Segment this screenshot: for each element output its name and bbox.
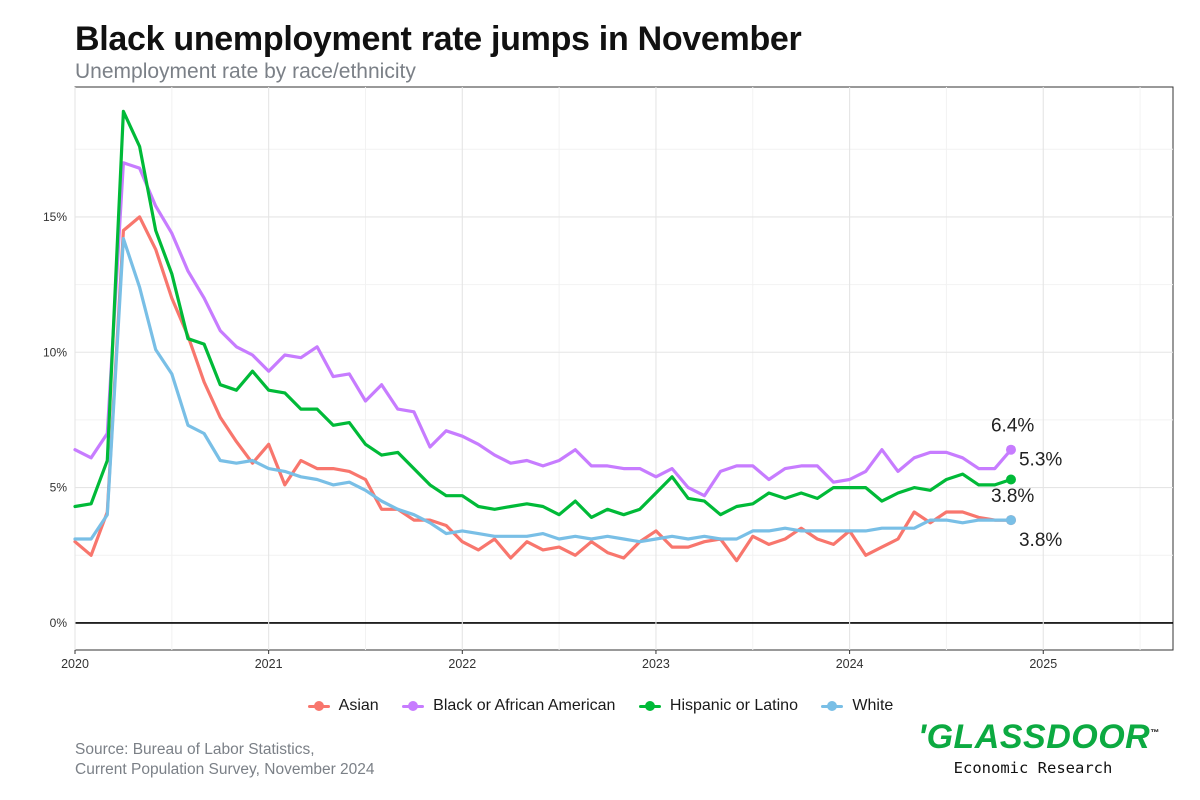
end-point-black <box>1005 444 1016 455</box>
end-label-white: 3.8% <box>1019 530 1062 551</box>
legend-item-asian: Asian <box>307 697 379 715</box>
legend-item-white: White <box>820 697 893 715</box>
legend-label-white: White <box>852 697 894 714</box>
brand-name: 'GLASSDOOR <box>918 718 1151 756</box>
x-tick-label: 2024 <box>836 657 864 671</box>
y-tick-label: 15% <box>43 210 67 224</box>
line-chart: 0% 5% 10% 15% 2020 2021 2022 2023 2024 2025 6.4% 5… <box>43 86 1174 671</box>
plot-border <box>74 86 1174 651</box>
legend-item-hispanic: Hispanic or Latino <box>638 697 798 715</box>
legend-key-white <box>820 699 844 713</box>
chart-subtitle: Unemployment rate by race/ethnicity <box>75 60 416 83</box>
end-label-black: 6.4% <box>991 416 1034 437</box>
legend-key-black <box>401 699 425 713</box>
brand-trademark: ™ <box>1150 727 1160 738</box>
source-note: Source: Bureau of Labor Statistics, Curr… <box>75 740 375 780</box>
end-labels: 6.4% 5.3% 3.8% 3.8% <box>991 416 1062 551</box>
x-tick-label: 2023 <box>642 657 670 671</box>
x-tick-label: 2020 <box>61 657 89 671</box>
x-tick-label: 2021 <box>255 657 283 671</box>
end-point-white <box>1005 515 1016 526</box>
legend: Asian Black or African American Hispanic… <box>0 697 1200 718</box>
legend-key-asian <box>307 699 331 713</box>
chart-title: Black unemployment rate jumps in Novembe… <box>75 20 802 58</box>
legend-label-hispanic: Hispanic or Latino <box>669 697 798 714</box>
end-point-hispanic <box>1005 474 1016 485</box>
end-label-asian: 3.8% <box>991 486 1034 507</box>
end-label-hispanic: 5.3% <box>1019 450 1062 471</box>
legend-item-black: Black or African American <box>401 697 615 715</box>
series-line-hispanic <box>73 109 1013 520</box>
x-tick-label: 2025 <box>1029 657 1057 671</box>
brand-wordmark: 'GLASSDOOR™ <box>918 718 1159 757</box>
source-line-2: Current Population Survey, November 2024 <box>75 761 375 778</box>
series-lines <box>73 109 1016 563</box>
legend-label-asian: Asian <box>338 697 379 714</box>
series-line-asian <box>73 215 1013 563</box>
axis-tick-labels: 0% 5% 10% 15% 2020 2021 2022 2023 2024 2025 <box>43 210 1057 671</box>
x-tick-label: 2022 <box>448 657 476 671</box>
grid-lines <box>74 87 1173 650</box>
series-line-black <box>73 161 1013 498</box>
plot-panel <box>74 86 1174 651</box>
y-tick-label: 0% <box>50 616 68 630</box>
series-line-white <box>73 237 1013 544</box>
y-tick-label: 10% <box>43 345 67 359</box>
brand-subtitle: Economic Research <box>953 759 1113 777</box>
legend-label-black: Black or African American <box>433 697 616 714</box>
y-tick-label: 5% <box>50 481 68 495</box>
source-line-1: Source: Bureau of Labor Statistics, <box>75 741 315 758</box>
glassdoor-logo: 'GLASSDOOR™ Economic Research <box>918 718 1159 777</box>
legend-key-hispanic <box>638 699 662 713</box>
